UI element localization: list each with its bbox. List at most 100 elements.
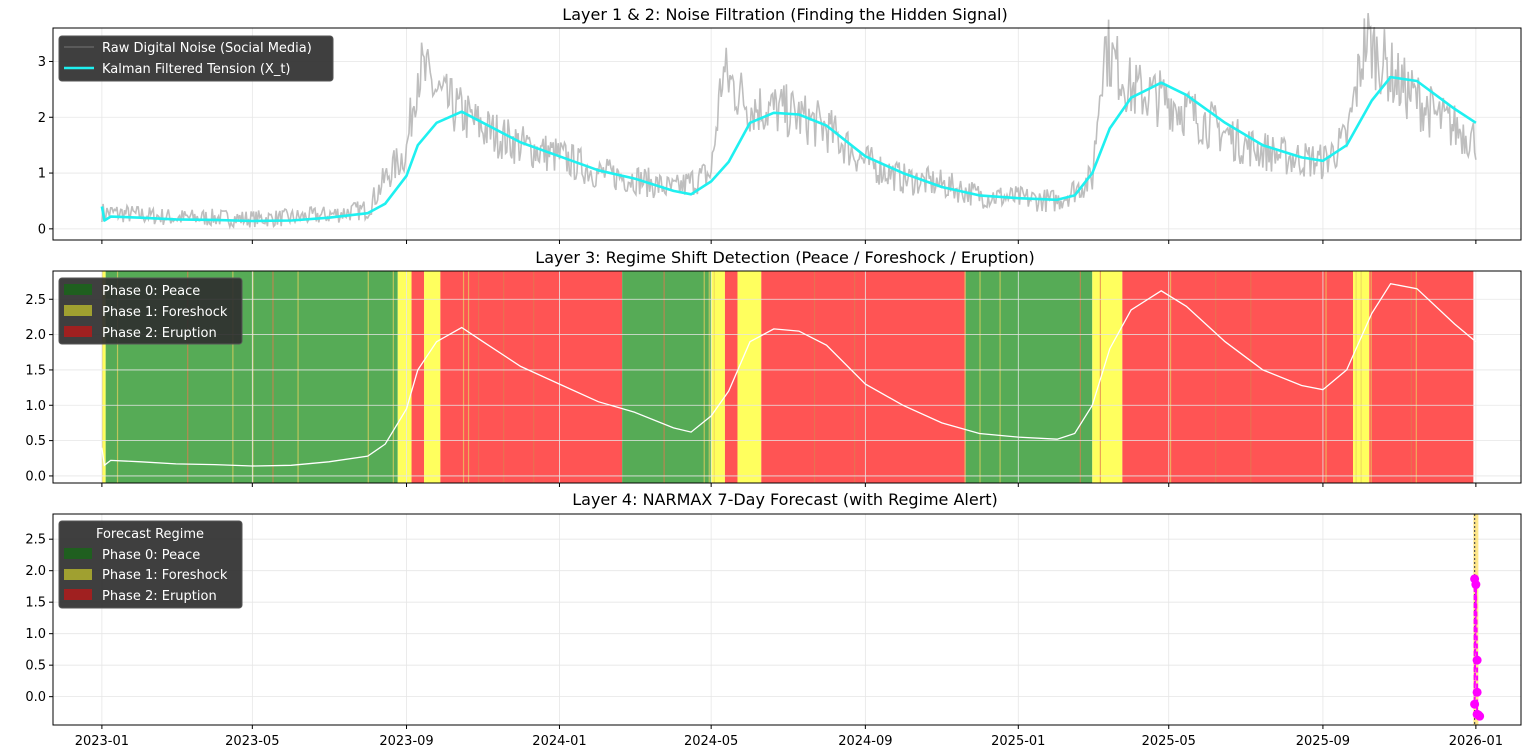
- regime-band: [424, 271, 441, 483]
- x-tick-label: 2025-09: [1296, 734, 1350, 749]
- regime-stripe: [116, 271, 119, 483]
- legend-label: Phase 0: Peace: [102, 284, 200, 299]
- regime-stripe: [1169, 271, 1172, 483]
- y-tick-label: 0.5: [25, 659, 46, 674]
- legend-swatch-foreshock: [64, 569, 92, 580]
- regime-stripe: [272, 271, 274, 483]
- regime-stripe: [467, 271, 470, 483]
- legend-swatch-peace: [64, 548, 92, 559]
- regime-band: [965, 271, 1093, 483]
- legend-label: Phase 1: Foreshock: [102, 305, 228, 320]
- y-tick-label: 2.5: [25, 293, 46, 308]
- legend-box: [58, 277, 243, 345]
- legend-box: [58, 520, 243, 609]
- y-tick-label: 2: [38, 111, 46, 126]
- grid: [53, 514, 1521, 725]
- grid: [53, 28, 1521, 240]
- x-tick-label: 2026-01: [1449, 734, 1503, 749]
- regime-band: [101, 271, 106, 483]
- regime-stripe: [392, 271, 394, 483]
- regime-stripe: [101, 271, 104, 483]
- regime-stripe: [813, 271, 816, 483]
- legend-label: Phase 1: Foreshock: [102, 568, 228, 583]
- regime-stripe: [367, 271, 369, 483]
- chart-title: Layer 1 & 2: Noise Filtration (Finding t…: [562, 5, 1007, 24]
- y-tick-label: 0.5: [25, 434, 46, 449]
- y-tick-label: 2.0: [25, 328, 46, 343]
- y-tick-label: 1.0: [25, 627, 46, 642]
- y-tick-label: 0: [38, 222, 46, 237]
- chart-title: Layer 4: NARMAX 7-Day Forecast (with Reg…: [572, 490, 998, 509]
- legend-box: [58, 35, 334, 82]
- plot-area: [100, 13, 1477, 230]
- regime-stripe: [854, 271, 856, 483]
- regime-stripe: [1079, 271, 1081, 483]
- regime-band: [622, 271, 712, 483]
- grid: [53, 271, 1521, 483]
- panel-noise-filtration: Layer 1 & 2: Noise Filtration (Finding t…: [38, 5, 1522, 244]
- legend: Phase 0: Peace Phase 1: Foreshock Phase …: [58, 277, 243, 345]
- y-ticks: 0.0 0.5 1.0 1.5 2.0 2.5: [25, 293, 53, 484]
- x-tick-label: 2024-05: [684, 734, 738, 749]
- y-ticks: 0 1 2 3: [38, 55, 53, 237]
- legend-label: Kalman Filtered Tension (X_t): [102, 62, 291, 77]
- regime-stripe: [1215, 271, 1217, 483]
- x-tick-label: 2025-05: [1142, 734, 1196, 749]
- x-tick-label: 2023-09: [379, 734, 433, 749]
- regime-stripe: [297, 271, 299, 483]
- panel-narmax-forecast: Layer 4: NARMAX 7-Day Forecast (with Reg…: [25, 490, 1522, 749]
- regime-stripe: [232, 271, 234, 483]
- forecast-point: [1472, 687, 1482, 697]
- legend: Forecast Regime Phase 0: Peace Phase 1: …: [58, 520, 243, 609]
- regime-stripe: [713, 271, 715, 483]
- plot-area: [101, 271, 1474, 483]
- regime-band: [711, 271, 725, 483]
- y-tick-label: 2.0: [25, 564, 46, 579]
- regime-stripe: [533, 271, 535, 483]
- axes-frame: [52, 513, 1522, 726]
- axes-frame: [52, 270, 1522, 484]
- y-tick-label: 1.5: [25, 363, 46, 378]
- regime-stripe: [1415, 271, 1417, 483]
- regime-stripe: [477, 271, 480, 483]
- legend-swatch-peace: [64, 284, 92, 295]
- legend-swatch-foreshock: [64, 305, 92, 316]
- y-tick-label: 0.0: [25, 690, 46, 705]
- regime-stripe: [1325, 271, 1327, 483]
- y-tick-label: 3: [38, 55, 46, 70]
- plot-area: [1470, 514, 1485, 725]
- regime-stripe: [703, 271, 705, 483]
- regime-stripe: [999, 271, 1001, 483]
- regime-band: [1122, 271, 1354, 483]
- regime-stripe: [1250, 271, 1252, 483]
- regime-band: [440, 271, 623, 483]
- regime-stripe: [503, 271, 505, 483]
- y-tick-label: 2.5: [25, 533, 46, 548]
- raw-noise-line: [101, 13, 1477, 230]
- regime-band: [724, 271, 738, 483]
- x-ticks: [101, 240, 1477, 244]
- legend-label: Phase 0: Peace: [102, 548, 200, 563]
- chart-title: Layer 3: Regime Shift Detection (Peace /…: [535, 248, 1034, 267]
- regime-band: [1369, 271, 1474, 483]
- regime-band: [1092, 271, 1123, 483]
- x-tick-label: 2023-01: [75, 734, 129, 749]
- y-ticks: 0.0 0.5 1.0 1.5 2.0 2.5: [25, 533, 53, 705]
- forecast-point: [1471, 580, 1481, 590]
- tension-line: [101, 282, 1477, 467]
- regime-stripe: [663, 271, 665, 483]
- legend-label: Phase 2: Eruption: [102, 589, 217, 604]
- legend-label: Phase 2: Eruption: [102, 326, 217, 341]
- x-tick-label: 2024-09: [838, 734, 892, 749]
- regime-stripe: [979, 271, 981, 483]
- tension-line-path: [101, 282, 1477, 467]
- forecast-point: [1470, 699, 1480, 709]
- x-ticks: [101, 483, 1477, 487]
- forecast-point: [1472, 655, 1482, 665]
- regime-stripe: [1370, 271, 1372, 483]
- regime-band: [411, 271, 425, 483]
- regime-stripe: [1360, 271, 1362, 483]
- regime-band: [397, 271, 412, 483]
- panel-regime-detection: Layer 3: Regime Shift Detection (Peace /…: [25, 248, 1522, 487]
